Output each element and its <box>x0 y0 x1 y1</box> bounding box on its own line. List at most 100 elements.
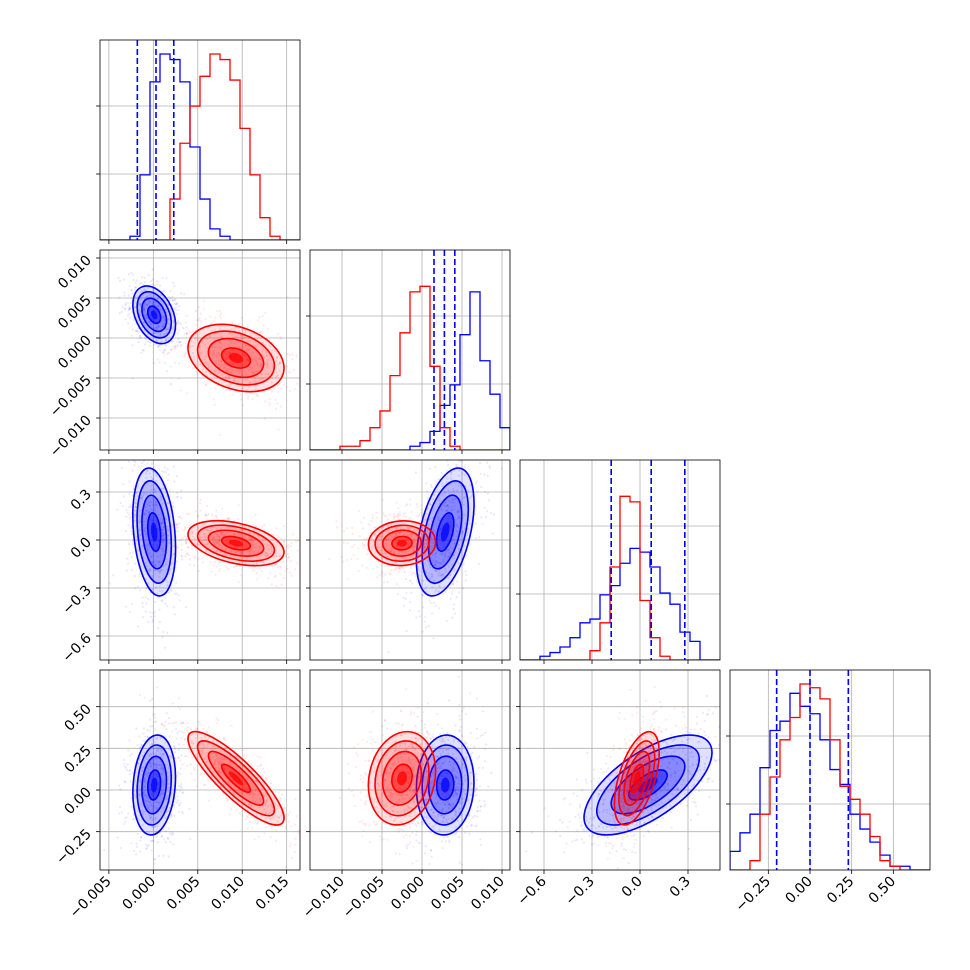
sample-point <box>438 565 441 568</box>
sample-point <box>209 529 212 533</box>
sample-point <box>212 537 215 540</box>
sample-point <box>204 384 207 387</box>
sample-point <box>231 393 234 396</box>
sample-point <box>460 460 463 462</box>
sample-point <box>152 294 156 297</box>
sample-point <box>233 550 236 553</box>
sample-point <box>136 445 138 447</box>
sample-point <box>147 551 150 554</box>
y-tick-label-2-3: 0.3 <box>68 487 95 514</box>
sample-point <box>290 824 293 827</box>
sample-point <box>266 354 269 357</box>
sample-point <box>262 561 266 564</box>
sample-point <box>171 298 174 301</box>
sample-point <box>165 277 168 280</box>
sample-point <box>138 850 141 853</box>
sample-point <box>446 836 449 839</box>
sample-point <box>193 357 196 360</box>
sample-point <box>287 813 290 816</box>
sample-point <box>146 469 149 472</box>
sample-point <box>384 573 387 576</box>
sample-point <box>365 566 368 569</box>
sample-point <box>452 557 455 560</box>
sample-point <box>235 808 238 811</box>
sample-point <box>453 469 456 472</box>
sample-point <box>265 777 268 780</box>
sample-point <box>366 553 369 556</box>
sample-point <box>340 555 343 559</box>
sample-point <box>150 488 153 491</box>
sample-point <box>191 330 194 333</box>
sample-point <box>150 819 153 822</box>
sample-point <box>180 558 183 561</box>
sample-point <box>454 530 457 533</box>
sample-point <box>178 539 181 542</box>
sample-point <box>191 351 195 355</box>
sample-point <box>483 805 486 808</box>
sample-point <box>170 756 173 760</box>
sample-point <box>162 540 165 543</box>
sample-point <box>421 547 425 550</box>
sample-point <box>199 320 202 323</box>
sample-point <box>420 520 423 523</box>
sample-point <box>246 367 249 370</box>
sample-point <box>144 336 147 339</box>
sample-point <box>179 344 182 347</box>
sample-point <box>155 339 158 343</box>
sample-point <box>187 546 190 549</box>
sample-point <box>148 320 151 323</box>
sample-point <box>160 543 163 547</box>
sample-point <box>118 312 121 315</box>
sample-point <box>485 743 488 746</box>
y-tick-label-3-3: 0.50 <box>61 701 94 734</box>
sample-point <box>460 725 463 728</box>
panel-2-1 <box>306 447 511 664</box>
sample-point <box>139 334 142 337</box>
sample-point <box>225 526 229 529</box>
sample-point <box>229 351 232 354</box>
sample-point <box>146 328 149 331</box>
sample-point <box>164 720 167 723</box>
sample-point <box>150 279 153 283</box>
sample-point <box>188 558 191 561</box>
sample-point <box>274 398 277 401</box>
sample-point <box>428 534 431 537</box>
sample-point <box>443 492 446 495</box>
sample-point <box>162 290 165 293</box>
sample-point <box>141 461 144 465</box>
sample-point <box>172 465 175 468</box>
sample-point <box>145 316 148 319</box>
sample-point <box>382 512 385 515</box>
sample-point <box>445 480 448 484</box>
sample-point <box>290 541 293 545</box>
sample-point <box>139 534 143 537</box>
sample-point <box>130 289 134 293</box>
sample-point <box>261 540 264 543</box>
sample-point <box>464 447 466 449</box>
sample-point <box>169 383 172 386</box>
sample-point <box>483 800 486 803</box>
sample-point <box>221 373 224 376</box>
sample-point <box>271 365 274 368</box>
sample-point <box>157 325 160 328</box>
sample-point <box>193 556 196 560</box>
sample-point <box>279 798 282 801</box>
sample-point <box>295 815 298 818</box>
sample-point <box>456 500 459 503</box>
sample-point <box>138 335 141 338</box>
sample-point <box>437 518 440 521</box>
sample-point <box>163 332 166 335</box>
sample-point <box>475 522 478 525</box>
sample-point <box>441 559 444 562</box>
sample-point <box>156 569 160 573</box>
sample-point <box>232 533 235 536</box>
sample-point <box>155 305 158 308</box>
sample-point <box>198 306 201 309</box>
sample-point <box>199 363 202 366</box>
sample-point <box>135 279 138 282</box>
sample-point <box>166 581 169 584</box>
sample-point <box>171 345 174 348</box>
sample-point <box>375 511 378 514</box>
sample-point <box>152 612 155 615</box>
sample-point <box>425 625 428 629</box>
